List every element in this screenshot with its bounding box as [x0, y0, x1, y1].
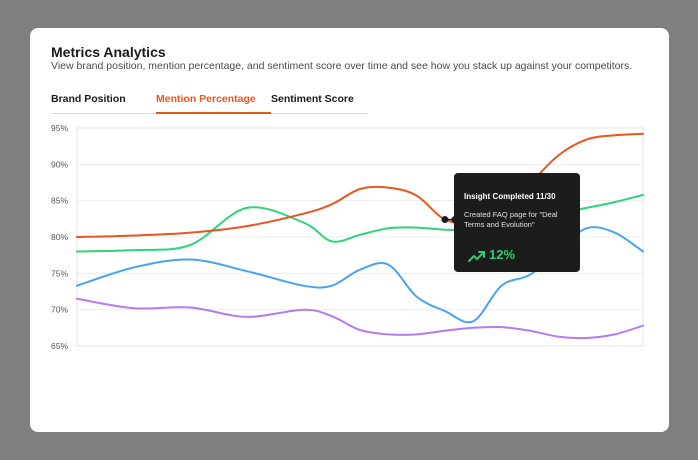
tab-mention-percentage[interactable]: Mention Percentage — [156, 93, 256, 105]
metrics-card: Metrics Analytics View brand position, m… — [30, 28, 669, 432]
y-tick-label: 80% — [51, 232, 68, 242]
tooltip-title: Insight Completed 11/30 — [464, 192, 556, 201]
tooltip-value: 12% — [489, 247, 516, 262]
y-tick-label: 75% — [51, 268, 68, 278]
insight-marker-point[interactable] — [441, 216, 449, 224]
orange-series-line — [76, 132, 644, 238]
trending-up-icon — [468, 251, 485, 262]
page-subtitle: View brand position, mention percentage,… — [51, 60, 633, 72]
page-title: Metrics Analytics — [51, 44, 166, 60]
tab-brand-position[interactable]: Brand Position — [51, 93, 126, 105]
tab-sentiment-score[interactable]: Sentiment Score — [271, 93, 354, 105]
tooltip-description: Created FAQ page for "Deal Terms and Evo… — [464, 210, 558, 229]
y-tick-label: 90% — [51, 159, 68, 169]
y-tick-label: 95% — [51, 123, 68, 133]
metric-tabs: Brand Position Mention Percentage Sentim… — [51, 88, 368, 114]
purple-series-line — [76, 297, 644, 340]
active-tab-indicator — [156, 112, 271, 114]
y-tick-label: 70% — [51, 305, 68, 315]
insight-tooltip: Insight Completed 11/30 Created FAQ page… — [454, 173, 580, 272]
y-tick-label: 85% — [51, 196, 68, 206]
mention-percentage-chart: 95% 90% 85% 80% 75% 70% 65% — [51, 123, 644, 351]
y-tick-label: 65% — [51, 341, 68, 351]
